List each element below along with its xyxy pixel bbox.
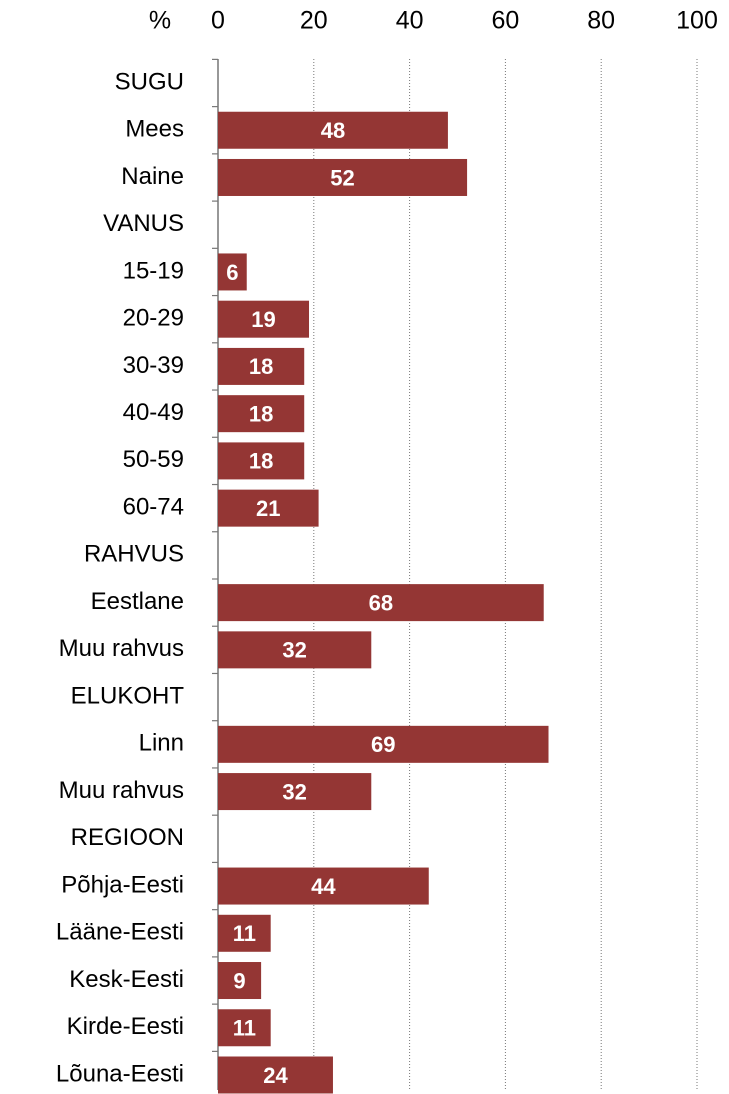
bar [218, 442, 305, 480]
y-tick-label: 40-49 [123, 399, 184, 426]
bar [218, 584, 544, 622]
y-tick-label: Eestlane [91, 588, 184, 615]
x-tick-label: 60 [491, 7, 519, 35]
y-tick-label: Muu rahvus [59, 635, 184, 662]
data-label: 6 [226, 260, 238, 285]
data-label: 48 [321, 118, 345, 143]
y-tick-label: Lääne-Eesti [56, 919, 184, 946]
data-label: 18 [249, 449, 273, 474]
y-tick-label: Linn [139, 730, 184, 757]
y-tick-label: REGIOON [71, 824, 184, 851]
y-tick-label: Muu rahvus [59, 777, 184, 804]
data-label: 18 [249, 354, 273, 379]
bar [218, 914, 271, 952]
data-label: 32 [282, 638, 306, 663]
bar [218, 158, 468, 196]
y-tick-label: 15-19 [123, 257, 184, 284]
data-label: 24 [263, 1063, 288, 1088]
bar [218, 1056, 333, 1094]
data-label: 11 [233, 1016, 256, 1041]
y-tick-label: 20-29 [123, 305, 184, 332]
y-tick-label: 50-59 [123, 446, 184, 473]
y-tick-label: Mees [125, 116, 184, 143]
y-tick-label: ELUKOHT [71, 682, 185, 709]
x-tick-label: 40 [396, 7, 424, 35]
data-label: 18 [249, 401, 273, 426]
x-tick-label: 80 [587, 7, 615, 35]
bar [218, 395, 305, 433]
bar [218, 725, 549, 763]
data-label: 44 [311, 874, 336, 899]
data-label: 19 [251, 307, 275, 332]
y-tick-label: 30-39 [123, 352, 184, 379]
bar [218, 300, 310, 338]
bar [218, 631, 372, 669]
bar [218, 962, 262, 1000]
y-tick-label: Kesk-Eesti [69, 966, 184, 993]
axis-unit: % [149, 7, 171, 35]
data-label: 11 [233, 921, 256, 946]
data-label: 69 [371, 732, 395, 757]
x-tick-label: 20 [300, 7, 328, 35]
bar [218, 489, 319, 527]
y-tick-label: 60-74 [123, 493, 184, 520]
y-tick-label: RAHVUS [84, 541, 184, 568]
y-tick-label: VANUS [103, 210, 184, 237]
bar [218, 1009, 271, 1047]
y-tick-label: Põhja-Eesti [61, 871, 184, 898]
data-label: 52 [330, 165, 354, 190]
y-tick-label: Lõuna-Eesti [56, 1060, 184, 1087]
bar [218, 347, 305, 385]
data-label: 32 [282, 779, 306, 804]
bar [218, 867, 429, 905]
y-tick-label: Naine [121, 163, 184, 190]
y-tick-label: SUGU [115, 68, 184, 95]
x-tick-label: 0 [211, 7, 225, 35]
x-tick-label: 100 [676, 7, 718, 35]
bar [218, 111, 448, 149]
bar [218, 253, 247, 291]
data-label: 68 [369, 590, 393, 615]
y-tick-label: Kirde-Eesti [67, 1013, 184, 1040]
bar [218, 773, 372, 811]
data-label: 9 [233, 968, 245, 993]
data-label: 21 [256, 496, 280, 521]
